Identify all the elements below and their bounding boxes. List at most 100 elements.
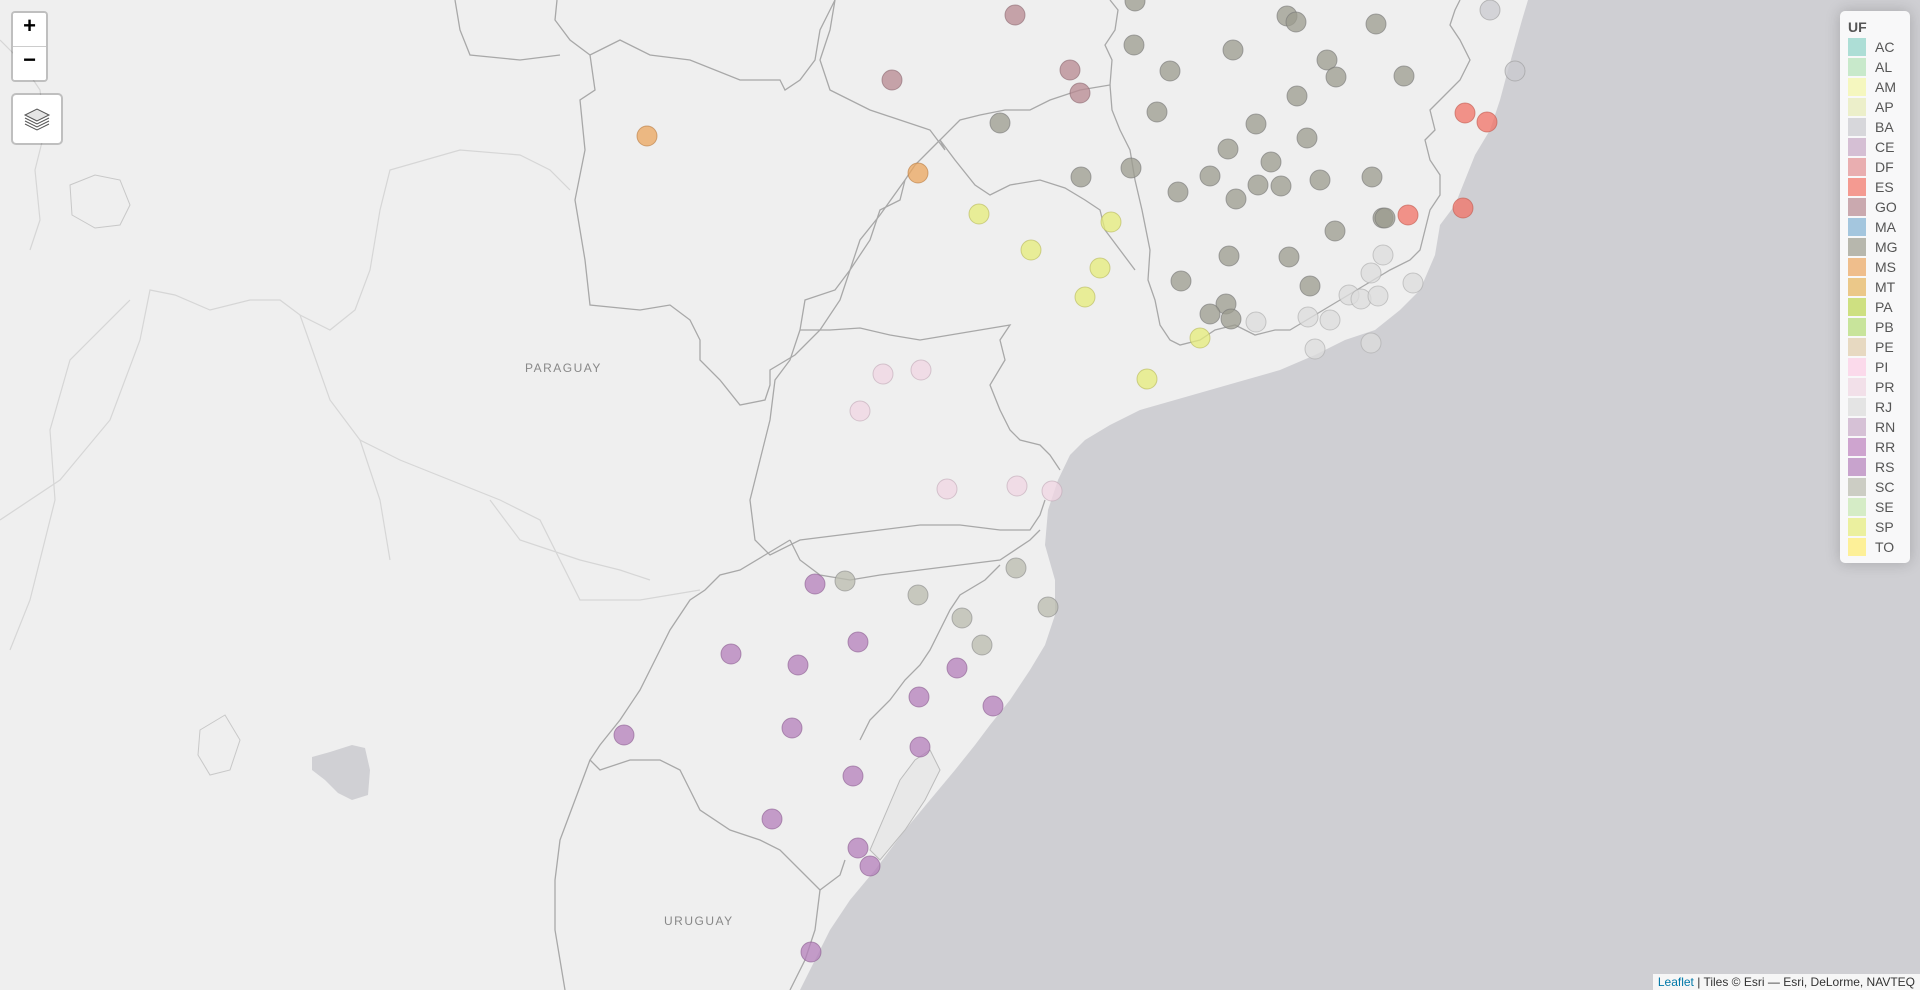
marker-mg[interactable] bbox=[1324, 220, 1346, 242]
marker-rj[interactable] bbox=[1367, 285, 1389, 307]
marker-mg[interactable] bbox=[1217, 138, 1239, 160]
zoom-in-button[interactable]: + bbox=[13, 13, 46, 47]
marker-mg[interactable] bbox=[1222, 39, 1244, 61]
marker-mg[interactable] bbox=[989, 112, 1011, 134]
layers-icon bbox=[23, 108, 51, 131]
marker-rs[interactable] bbox=[908, 686, 930, 708]
marker-go[interactable] bbox=[1004, 4, 1026, 26]
marker-pr[interactable] bbox=[910, 359, 932, 381]
marker-mg[interactable] bbox=[1365, 13, 1387, 35]
marker-mg[interactable] bbox=[1393, 65, 1415, 87]
marker-sp[interactable] bbox=[1189, 327, 1211, 349]
marker-rs[interactable] bbox=[613, 724, 635, 746]
marker-ms[interactable] bbox=[636, 125, 658, 147]
marker-mg[interactable] bbox=[1270, 175, 1292, 197]
marker-ms[interactable] bbox=[907, 162, 929, 184]
marker-mg[interactable] bbox=[1070, 166, 1092, 188]
marker-sp[interactable] bbox=[1100, 211, 1122, 233]
marker-es[interactable] bbox=[1452, 197, 1474, 219]
marker-mg[interactable] bbox=[1374, 207, 1396, 229]
marker-sc[interactable] bbox=[1005, 557, 1027, 579]
marker-sc[interactable] bbox=[971, 634, 993, 656]
layers-button[interactable] bbox=[11, 93, 63, 145]
markers[interactable] bbox=[613, 0, 1526, 963]
marker-mg[interactable] bbox=[1316, 49, 1338, 71]
marker-mg[interactable] bbox=[1199, 303, 1221, 325]
marker-rs[interactable] bbox=[761, 808, 783, 830]
legend-item-pe: PE bbox=[1848, 337, 1902, 357]
leaflet-link[interactable]: Leaflet bbox=[1657, 975, 1694, 989]
marker-rj[interactable] bbox=[1360, 332, 1382, 354]
marker-mg[interactable] bbox=[1120, 157, 1142, 179]
marker-sp[interactable] bbox=[968, 203, 990, 225]
marker-mg[interactable] bbox=[1220, 308, 1242, 330]
marker-pr[interactable] bbox=[849, 400, 871, 422]
marker-mg[interactable] bbox=[1285, 11, 1307, 33]
marker-go[interactable] bbox=[1069, 82, 1091, 104]
marker-sp[interactable] bbox=[1136, 368, 1158, 390]
marker-mg[interactable] bbox=[1123, 34, 1145, 56]
marker-pr[interactable] bbox=[936, 478, 958, 500]
marker-mg[interactable] bbox=[1159, 60, 1181, 82]
marker-mg[interactable] bbox=[1278, 246, 1300, 268]
marker-rs[interactable] bbox=[982, 695, 1004, 717]
marker-rs[interactable] bbox=[842, 765, 864, 787]
marker-mg[interactable] bbox=[1124, 0, 1146, 12]
legend-item-pa: PA bbox=[1848, 297, 1902, 317]
marker-mg[interactable] bbox=[1361, 166, 1383, 188]
marker-mg[interactable] bbox=[1325, 66, 1347, 88]
marker-rj[interactable] bbox=[1304, 338, 1326, 360]
marker-mg[interactable] bbox=[1245, 113, 1267, 135]
marker-mg[interactable] bbox=[1146, 101, 1168, 123]
marker-rs[interactable] bbox=[804, 573, 826, 595]
marker-mg[interactable] bbox=[1247, 174, 1269, 196]
zoom-out-button[interactable]: − bbox=[13, 47, 46, 80]
legend-swatch bbox=[1848, 278, 1866, 296]
marker-mg[interactable] bbox=[1170, 270, 1192, 292]
marker-go[interactable] bbox=[881, 69, 903, 91]
marker-rj[interactable] bbox=[1319, 309, 1341, 331]
marker-rs[interactable] bbox=[859, 855, 881, 877]
marker-es[interactable] bbox=[1476, 111, 1498, 133]
marker-rs[interactable] bbox=[909, 736, 931, 758]
marker-sc[interactable] bbox=[834, 570, 856, 592]
marker-es[interactable] bbox=[1454, 102, 1476, 124]
marker-sc[interactable] bbox=[907, 584, 929, 606]
marker-rs[interactable] bbox=[847, 631, 869, 653]
marker-rs[interactable] bbox=[800, 941, 822, 963]
marker-sp[interactable] bbox=[1089, 257, 1111, 279]
marker-go[interactable] bbox=[1059, 59, 1081, 81]
marker-mg[interactable] bbox=[1296, 127, 1318, 149]
marker-mg[interactable] bbox=[1225, 188, 1247, 210]
marker-ba[interactable] bbox=[1479, 0, 1501, 21]
marker-rj[interactable] bbox=[1372, 244, 1394, 266]
marker-sp[interactable] bbox=[1020, 239, 1042, 261]
marker-mg[interactable] bbox=[1218, 245, 1240, 267]
marker-rs[interactable] bbox=[946, 657, 968, 679]
marker-rs[interactable] bbox=[781, 717, 803, 739]
legend-item-ms: MS bbox=[1848, 257, 1902, 277]
marker-rj[interactable] bbox=[1360, 262, 1382, 284]
marker-sc[interactable] bbox=[1037, 596, 1059, 618]
marker-mg[interactable] bbox=[1167, 181, 1189, 203]
marker-rj[interactable] bbox=[1402, 272, 1424, 294]
marker-rs[interactable] bbox=[847, 837, 869, 859]
marker-pr[interactable] bbox=[1041, 480, 1063, 502]
marker-ba[interactable] bbox=[1504, 60, 1526, 82]
marker-rs[interactable] bbox=[720, 643, 742, 665]
marker-pr[interactable] bbox=[1006, 475, 1028, 497]
marker-mg[interactable] bbox=[1309, 169, 1331, 191]
legend-list: AC AL AM AP BA CE DF ES GO MA MG MS MT PA PB PE PI PR RJ RN… bbox=[1848, 37, 1902, 557]
marker-rj[interactable] bbox=[1297, 306, 1319, 328]
marker-sp[interactable] bbox=[1074, 286, 1096, 308]
marker-rs[interactable] bbox=[787, 654, 809, 676]
marker-pr[interactable] bbox=[872, 363, 894, 385]
marker-mg[interactable] bbox=[1260, 151, 1282, 173]
marker-es[interactable] bbox=[1397, 204, 1419, 226]
marker-mg[interactable] bbox=[1286, 85, 1308, 107]
marker-sc[interactable] bbox=[951, 607, 973, 629]
marker-mg[interactable] bbox=[1199, 165, 1221, 187]
marker-rj[interactable] bbox=[1245, 311, 1267, 333]
marker-mg[interactable] bbox=[1299, 275, 1321, 297]
